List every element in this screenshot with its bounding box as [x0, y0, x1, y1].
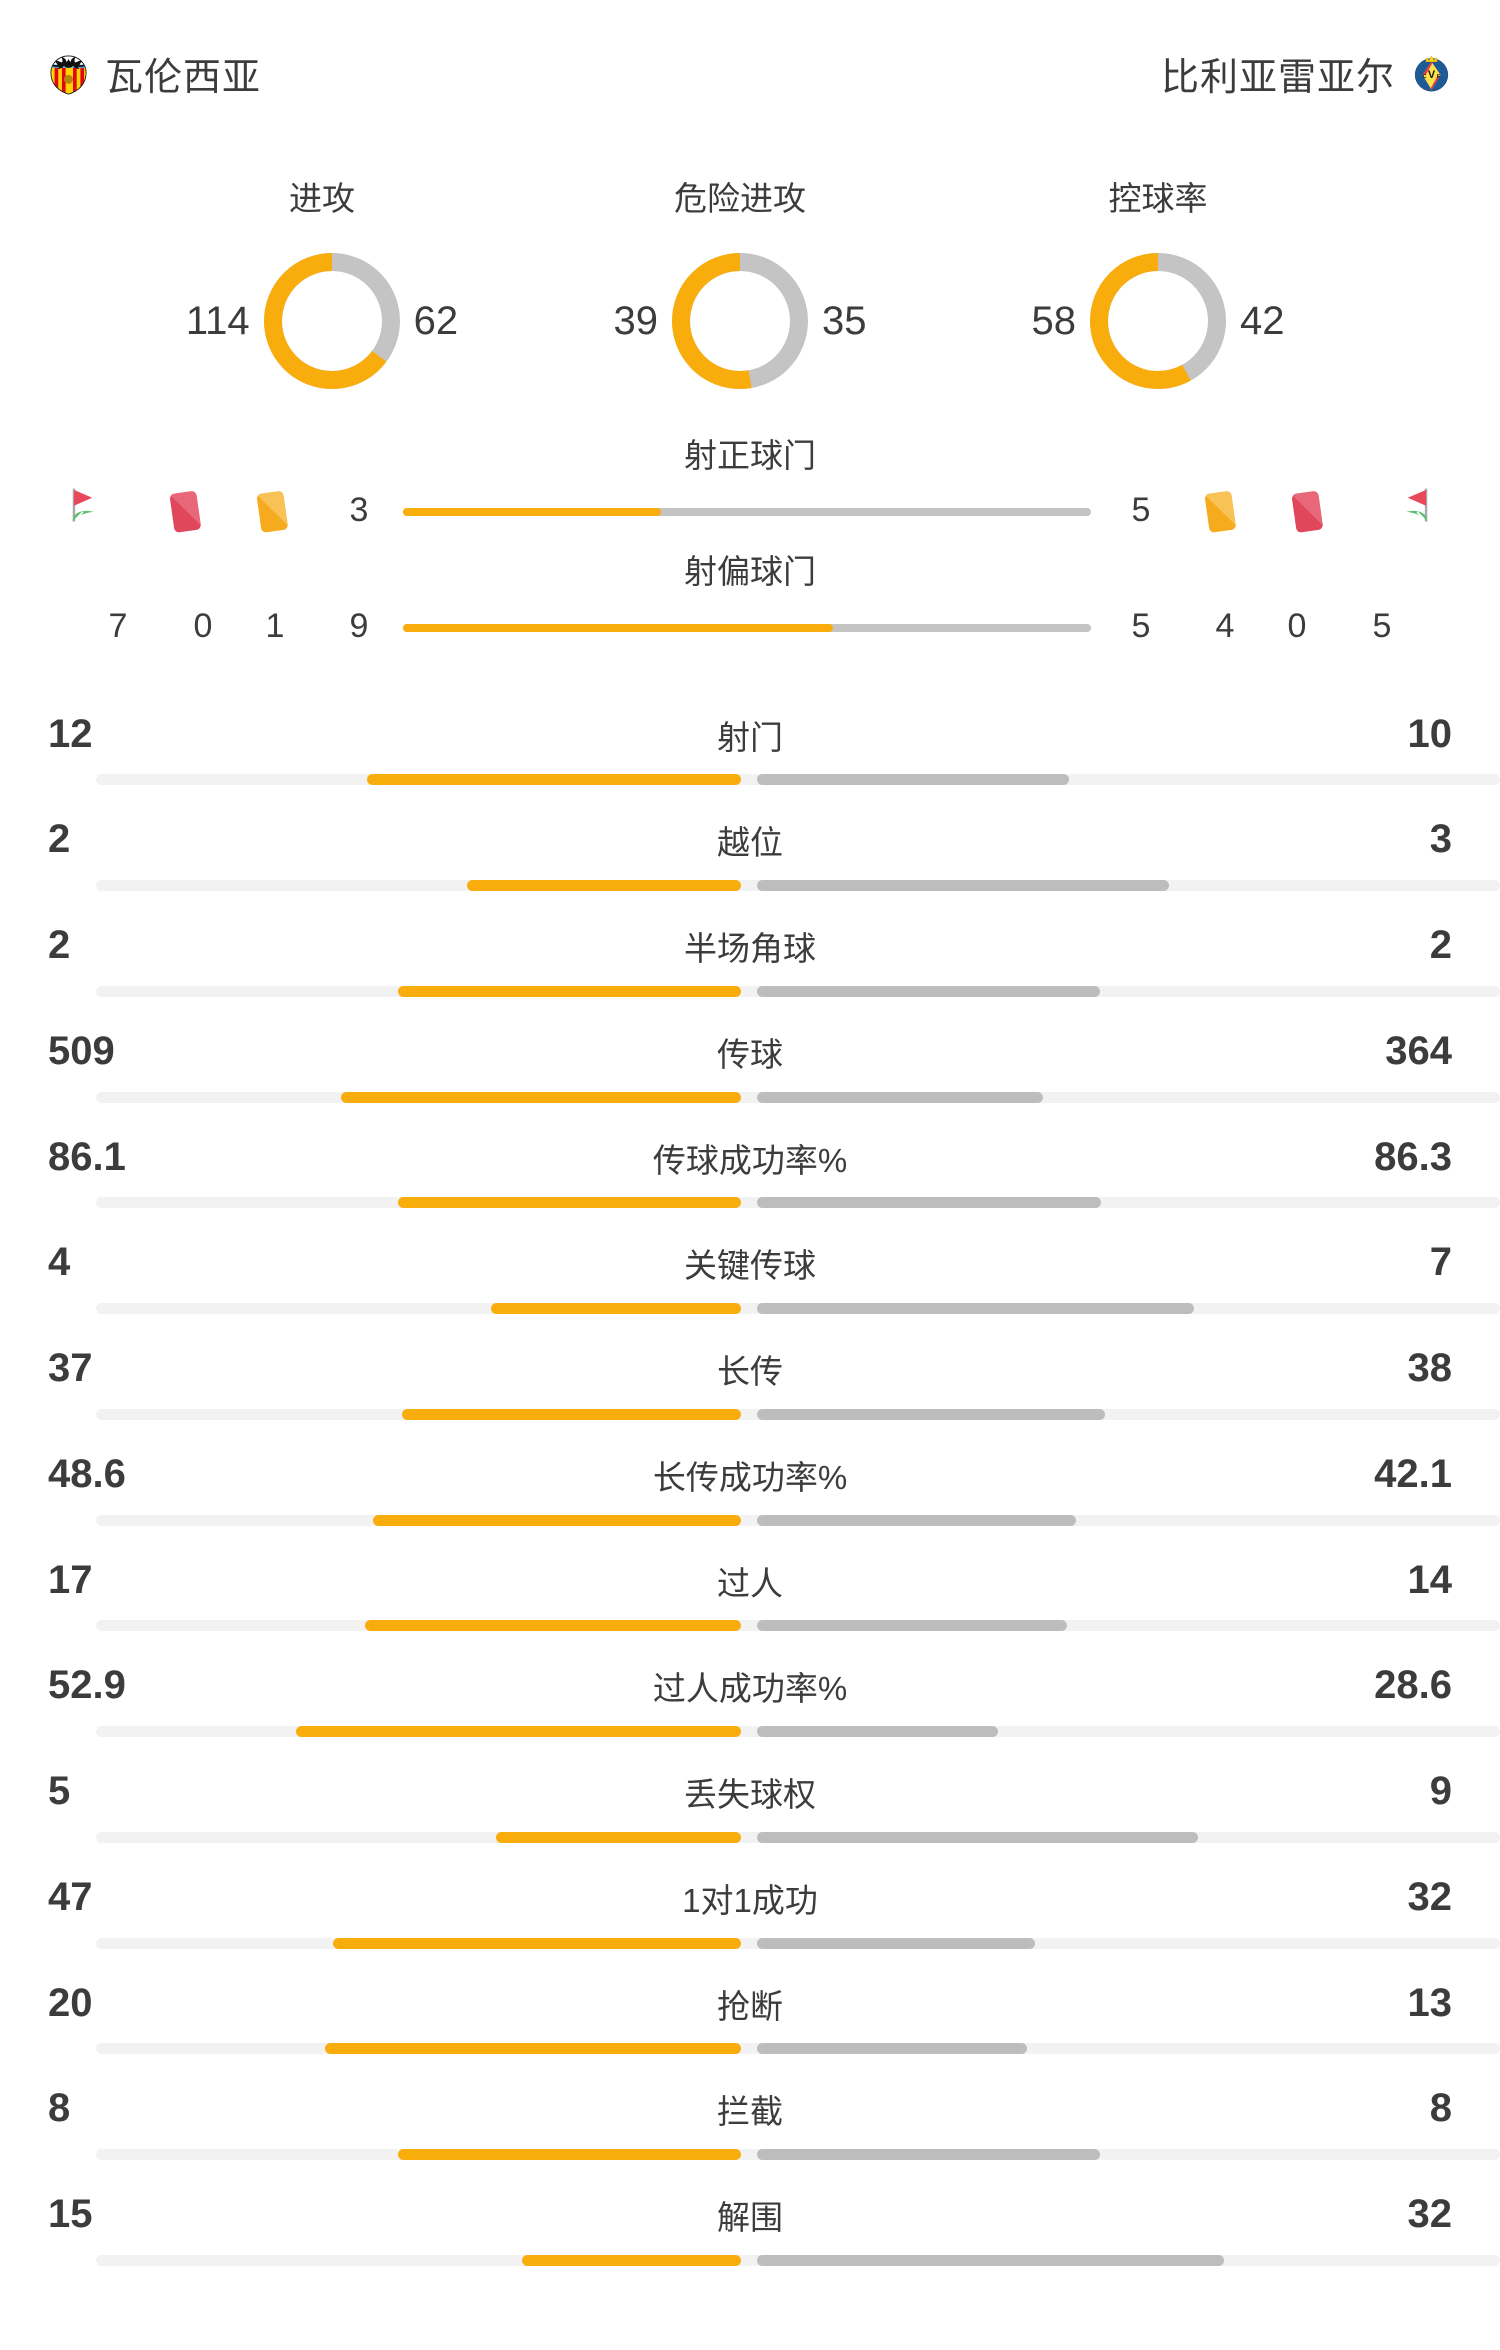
- svg-text:C: C: [1423, 74, 1427, 80]
- svg-text:V: V: [1428, 69, 1436, 81]
